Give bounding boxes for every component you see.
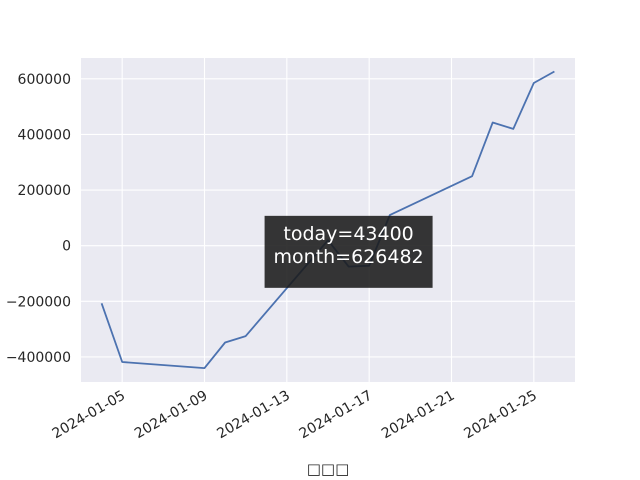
x-tick-label: 2024-01-25 bbox=[461, 388, 539, 443]
x-tick-label: 2024-01-13 bbox=[214, 388, 292, 443]
x-tick-label: 2024-01-21 bbox=[379, 388, 457, 443]
x-axis-title: □□□ bbox=[307, 460, 350, 478]
x-tick-label: 2024-01-17 bbox=[297, 388, 375, 443]
annotation-box bbox=[264, 215, 433, 288]
y-tick-label: −400000 bbox=[6, 350, 71, 366]
annotation-text: today=43400 bbox=[283, 223, 413, 245]
y-tick-label: −200000 bbox=[6, 294, 71, 310]
x-axis: 2024-01-05 2024-01-09 2024-01-13 2024-01-17… bbox=[50, 388, 540, 443]
y-tick-label: 600000 bbox=[18, 72, 71, 88]
annotation-text: month=626482 bbox=[274, 246, 424, 268]
x-tick-label: 2024-01-09 bbox=[132, 388, 210, 443]
x-tick-label: 2024-01-05 bbox=[50, 388, 128, 443]
y-axis: −400000 −200000 0 200000 400000 600000 bbox=[6, 72, 71, 366]
y-tick-label: 200000 bbox=[18, 183, 71, 199]
y-tick-label: 400000 bbox=[18, 127, 71, 143]
y-tick-label: 0 bbox=[62, 239, 71, 255]
